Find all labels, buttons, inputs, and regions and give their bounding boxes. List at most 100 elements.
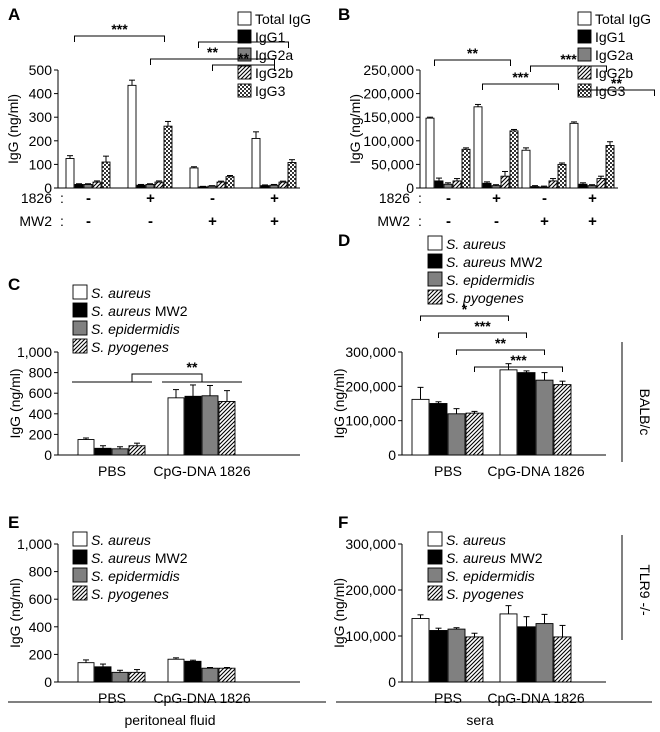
bar <box>260 185 270 189</box>
legend-label-name: IgG1 <box>255 29 286 45</box>
legend-label: IgG1 <box>595 29 626 45</box>
bar <box>465 636 484 683</box>
bar <box>434 180 444 189</box>
legend-swatch <box>427 585 443 601</box>
legend-swatch <box>427 531 443 547</box>
bar <box>491 185 501 189</box>
legend-label: IgG2b <box>595 65 633 81</box>
y-tick-label: 200,000 <box>363 86 414 102</box>
legend-label: S. epidermidis <box>446 568 535 584</box>
bar <box>127 84 137 189</box>
bar <box>74 184 84 189</box>
legend-label: S. aureus MW2 <box>91 303 188 319</box>
panel-a: A 0 100 200 300 400 500 IgG (ng/ml) 1826: - + - + MW2… <box>5 5 311 230</box>
bar <box>465 412 484 456</box>
bar <box>278 181 288 189</box>
legend-swatch <box>237 47 252 62</box>
condition-value: + <box>270 213 279 230</box>
y-tick-label: 200,000 <box>345 378 396 394</box>
legend-label: IgG1 <box>255 29 286 45</box>
y-tick-label: 500 <box>29 62 53 78</box>
bar <box>499 613 518 683</box>
significance-bracket <box>456 349 545 355</box>
significance-bracket <box>131 373 203 382</box>
legend-label: IgG2b <box>255 65 293 81</box>
legend-label: S. epidermidis <box>446 272 535 288</box>
condition-value: - <box>210 190 215 207</box>
bar <box>411 398 430 456</box>
bar <box>94 666 112 683</box>
y-tick-label: 600 <box>29 591 53 607</box>
bar <box>201 667 219 683</box>
legend-label-suffix: MW2 <box>151 303 188 319</box>
condition-value: + <box>208 213 217 230</box>
legend-label-name: S. aureus <box>91 285 151 301</box>
significance-marker: *** <box>560 51 577 67</box>
category-label: PBS <box>98 463 126 479</box>
bar <box>535 379 554 456</box>
significance-marker: ** <box>238 50 249 66</box>
bar <box>65 158 75 189</box>
condition-row-colon: : <box>418 213 422 229</box>
condition-value: - <box>446 190 451 207</box>
legend-swatch <box>427 253 443 269</box>
legend-swatch <box>427 549 443 565</box>
legend-label: Total IgG <box>595 11 651 27</box>
y-axis-title: IgG (ng/ml) <box>5 94 21 164</box>
y-tick-label: 200 <box>29 646 53 662</box>
side-label: TLR9 -/- <box>637 564 653 616</box>
bar <box>189 167 199 189</box>
y-axis-title: IgG (ng/ml) <box>331 578 347 648</box>
legend-label: Total IgG <box>255 11 311 27</box>
legend-swatch <box>72 567 88 583</box>
bar <box>101 161 111 189</box>
condition-value: + <box>540 213 549 230</box>
legend-label: S. aureus MW2 <box>446 254 543 270</box>
bar <box>201 395 219 456</box>
condition-row-colon: : <box>418 190 422 206</box>
bar <box>587 185 597 189</box>
legend-label: S. pyogenes <box>446 586 524 602</box>
bar <box>184 660 202 683</box>
panel-c: C 0 200 400 600 800 1,000 IgG (ng/ml) PBS CpG-DNA… <box>7 275 300 479</box>
significance-bracket <box>420 315 509 321</box>
bar <box>207 185 217 189</box>
legend-label-name: S. aureus <box>91 532 151 548</box>
y-tick-label: 200 <box>29 133 53 149</box>
y-tick-label: 600 <box>29 385 53 401</box>
panel-label: C <box>8 275 20 294</box>
legend-label-name: IgG3 <box>255 83 286 99</box>
bar <box>269 184 279 189</box>
legend-label-name: S. epidermidis <box>91 321 180 337</box>
significance-marker: ** <box>207 44 218 60</box>
panel-e: E 0 200 400 600 800 1,000 IgG (ng/ml) PBS CpG-DNA… <box>7 513 300 706</box>
condition-value: + <box>146 190 155 207</box>
bar <box>411 618 430 683</box>
legend-label-name: IgG2a <box>595 47 633 63</box>
bar <box>452 180 462 189</box>
category-label: PBS <box>98 690 126 706</box>
bar <box>111 671 129 683</box>
bar <box>216 181 226 189</box>
legend-label-name: IgG2b <box>595 65 633 81</box>
y-tick-label: 100 <box>29 156 53 172</box>
panel-b: B 0 50,000 100,000 150,000 200,000 250,000IgG … <box>338 5 655 230</box>
footer-right-label: sera <box>466 712 493 728</box>
legend-label: S. epidermidis <box>91 321 180 337</box>
legend-label-name: S. aureus <box>91 550 151 566</box>
legend-label-name: S. epidermidis <box>446 568 535 584</box>
legend-swatch <box>577 11 592 26</box>
bar <box>443 183 453 189</box>
legend-swatch <box>72 302 88 318</box>
panel-label: A <box>8 5 20 24</box>
y-tick-label: 0 <box>44 180 52 196</box>
significance-bracket <box>438 332 527 338</box>
bar <box>198 186 208 189</box>
condition-row-label: MW2 <box>377 213 410 229</box>
condition-value: + <box>588 213 597 230</box>
bar <box>163 125 173 189</box>
y-axis-title: IgG (ng/ml) <box>7 368 23 438</box>
panel-d: D 0 100,000 200,000 300,000 IgG (ng/ml) PBS CpG… <box>331 231 653 479</box>
bar <box>83 184 93 189</box>
legend-swatch <box>427 235 443 251</box>
